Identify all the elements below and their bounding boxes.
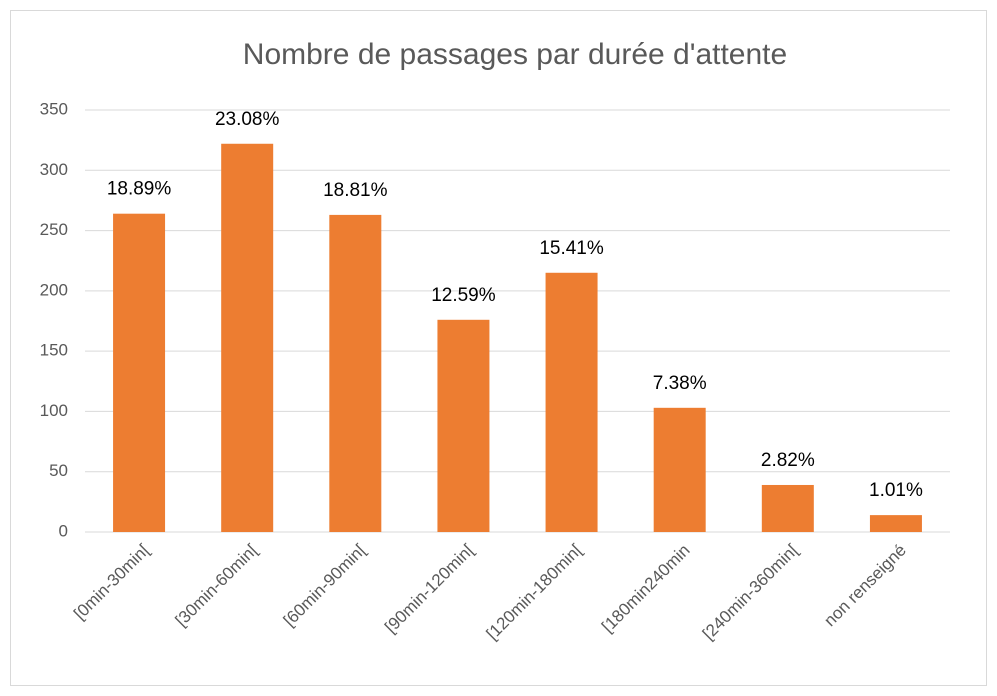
y-tick-label: 50 xyxy=(49,461,68,480)
data-label: 15.41% xyxy=(539,238,604,259)
data-label: 7.38% xyxy=(653,373,707,394)
bar xyxy=(761,484,814,532)
y-tick-label: 300 xyxy=(40,160,68,179)
data-label: 18.81% xyxy=(323,180,388,201)
bar xyxy=(221,143,274,532)
y-tick-label: 200 xyxy=(40,280,68,299)
bar xyxy=(545,272,598,532)
bar xyxy=(437,319,490,532)
data-label: 1.01% xyxy=(869,480,923,501)
y-tick-label: 150 xyxy=(40,341,68,360)
bar xyxy=(869,515,922,532)
y-tick-label: 100 xyxy=(40,401,68,420)
chart-border xyxy=(10,10,987,686)
chart-title: Nombre de passages par durée d'attente xyxy=(243,38,787,71)
data-label: 2.82% xyxy=(761,450,815,471)
data-label: 23.08% xyxy=(215,109,280,130)
y-tick-label: 250 xyxy=(40,220,68,239)
bar xyxy=(329,214,382,532)
bar xyxy=(113,213,166,533)
data-label: 12.59% xyxy=(431,285,496,306)
data-label: 18.89% xyxy=(107,179,172,200)
bar xyxy=(653,407,706,532)
y-tick-label: 350 xyxy=(40,99,68,118)
y-tick-label: 0 xyxy=(59,521,68,540)
